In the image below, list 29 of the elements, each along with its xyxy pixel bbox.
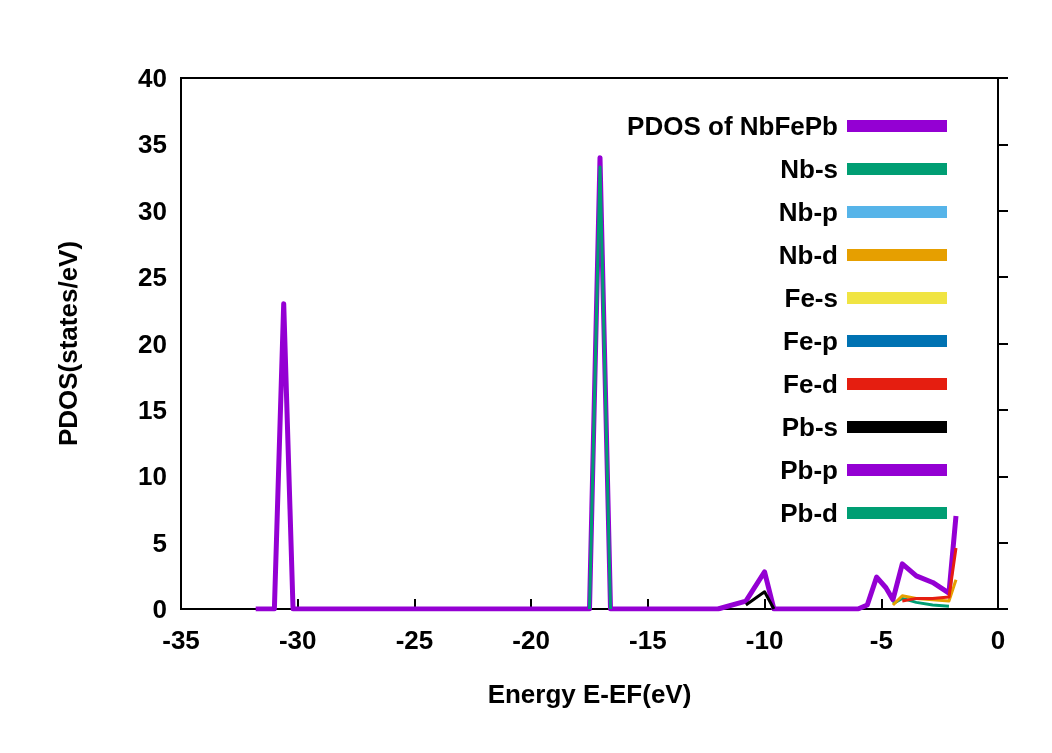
legend-label: Nb-d [778,240,838,270]
y-tick-label: 40 [138,63,167,93]
y-tick-label: 25 [138,262,167,293]
y-tick-label: 10 [138,461,167,492]
x-tick-label: -15 [629,625,667,655]
legend-label: Fe-p [783,326,838,356]
x-axis-title: Energy E-EF(eV) [487,679,692,709]
y-tick-label: 15 [138,394,167,425]
x-tick-label: -25 [395,625,434,655]
legend-label: Fe-s [784,283,838,313]
x-tick-label: 0 [990,625,1006,655]
x-tick-label: -10 [745,625,784,655]
legend-label: Nb-s [780,154,838,184]
y-axis-title: PDOS(states/eV) [53,240,83,447]
legend-label: PDOS of NbFePb [627,111,838,141]
x-tick-label: -20 [512,625,550,655]
legend-label: Nb-p [778,197,838,227]
legend-label: Pb-d [780,498,838,528]
legend-label: Pb-p [780,455,838,485]
y-tick-label: 5 [152,527,167,558]
legend-label: Fe-d [783,369,838,399]
x-tick-label: -35 [162,625,200,655]
x-tick-label: -5 [869,625,893,655]
y-tick-label: 30 [138,195,167,226]
y-tick-label: 0 [152,594,167,624]
y-tick-label: 20 [138,328,167,359]
y-tick-label: 35 [138,129,167,160]
x-tick-label: -30 [278,625,317,655]
legend-label: Pb-s [781,412,838,442]
